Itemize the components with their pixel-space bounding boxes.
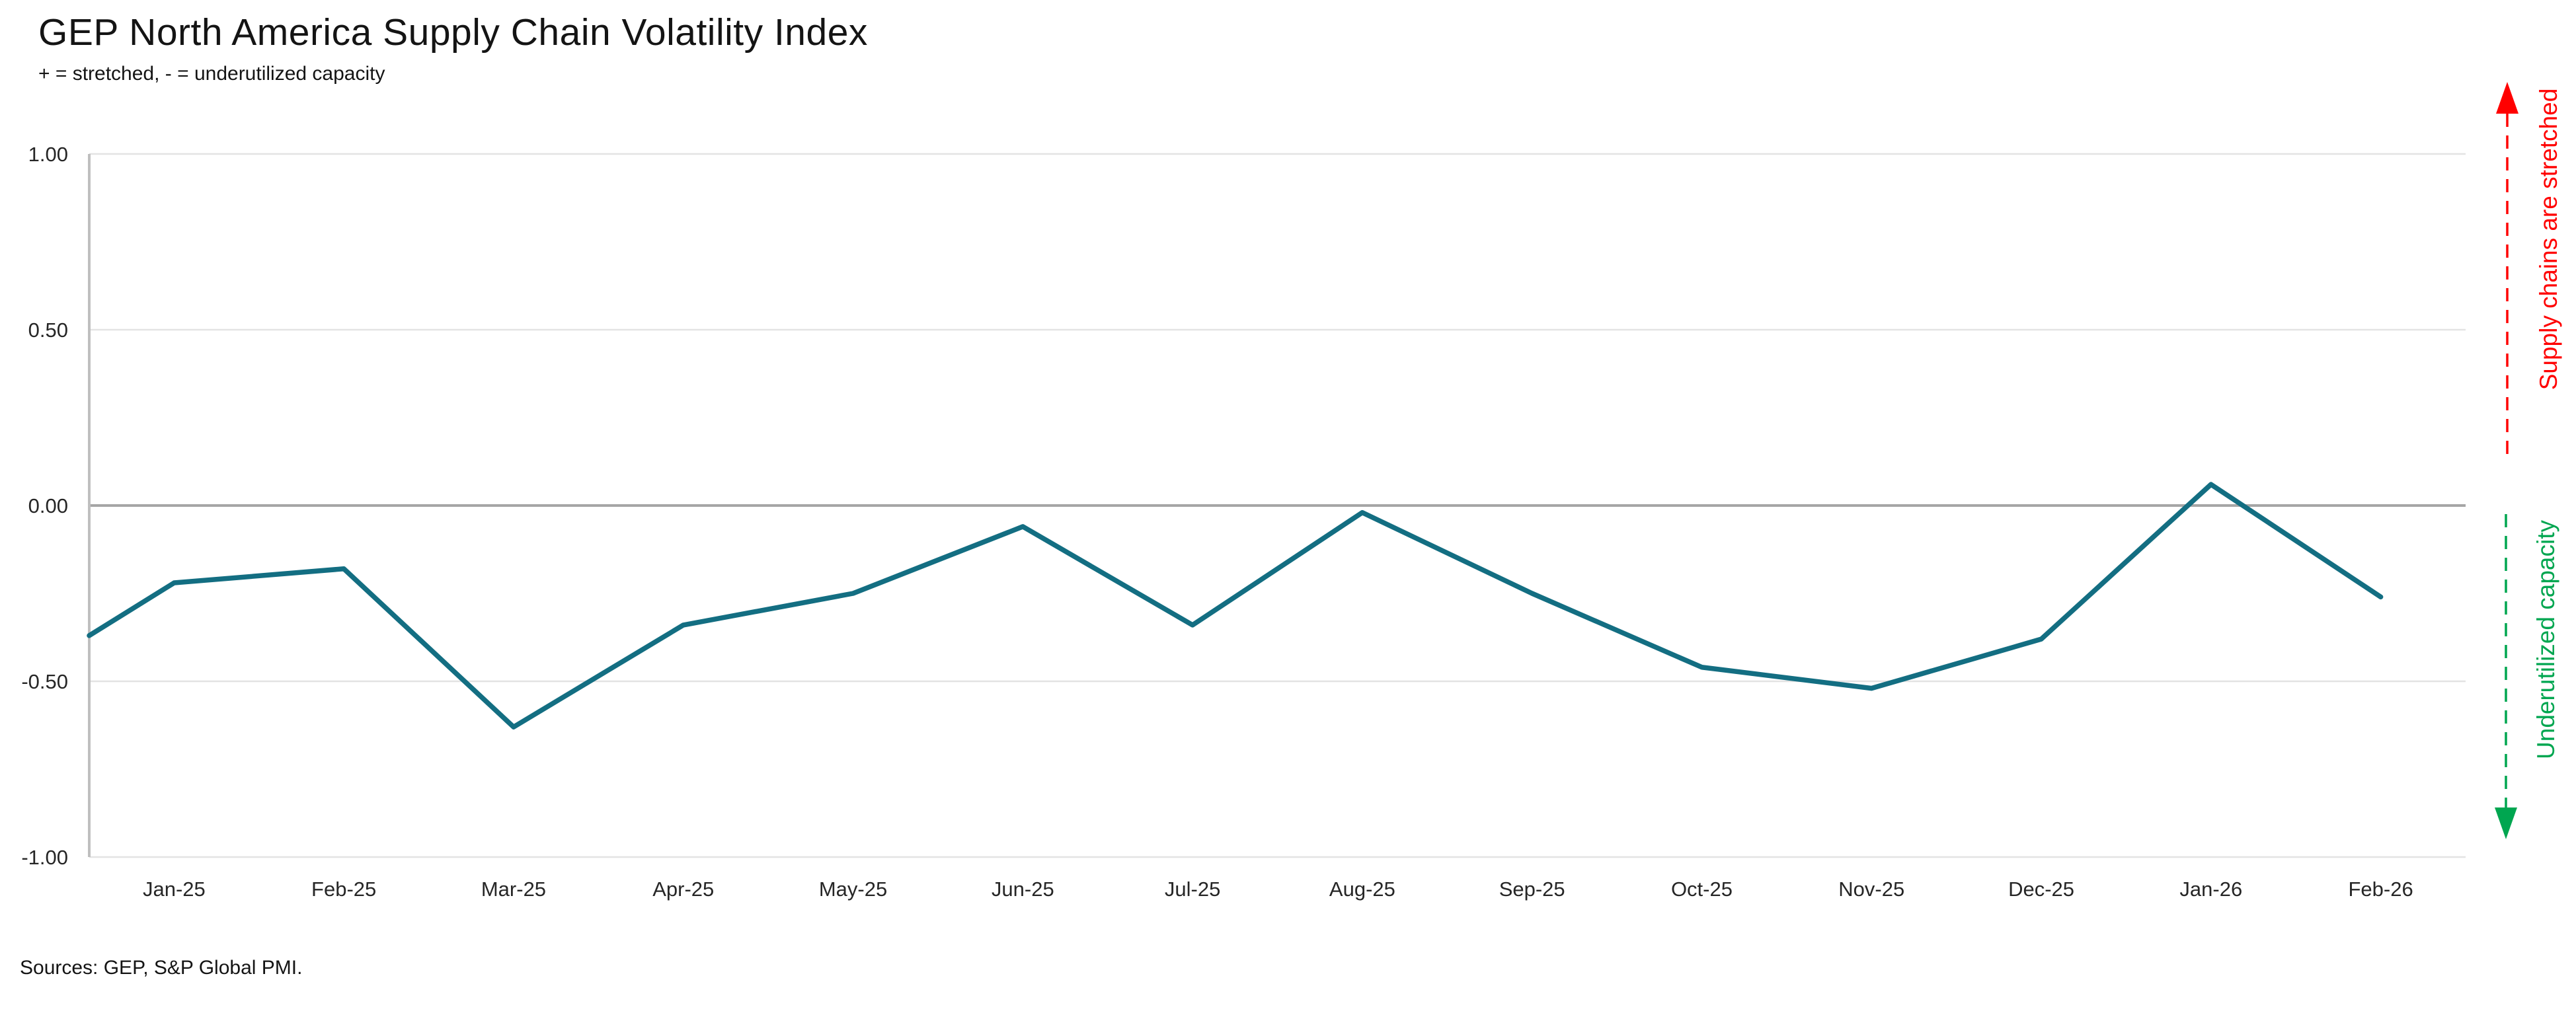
x-tick-label: Mar-25 (481, 878, 546, 901)
index-line (87, 482, 2384, 730)
x-tick-label: Feb-25 (311, 878, 376, 901)
chart-subtitle: + = stretched, - = underutilized capacit… (38, 63, 385, 85)
up-arrow-icon (2496, 82, 2518, 114)
underutilized-label: Underutilized capacity (2532, 520, 2559, 759)
page-title: GEP North America Supply Chain Volatilit… (38, 11, 868, 54)
x-tick-label: Feb-26 (2348, 878, 2413, 901)
y-tick-label: 1.00 (28, 143, 68, 166)
y-tick-label: 0.50 (28, 319, 68, 342)
x-tick-label: May-25 (819, 878, 887, 901)
y-tick-label: 0.00 (28, 494, 68, 517)
x-tick-label: Oct-25 (1671, 878, 1733, 901)
x-tick-label: Sep-25 (1499, 878, 1565, 901)
y-tick-label: -1.00 (21, 846, 68, 869)
x-tick-label: Jul-25 (1165, 878, 1220, 901)
x-tick-label: Jun-25 (992, 878, 1054, 901)
x-tick-label: Apr-25 (652, 878, 714, 901)
x-tick-label: Dec-25 (2008, 878, 2074, 901)
source-note: Sources: GEP, S&P Global PMI. (20, 957, 303, 979)
x-tick-label: Jan-26 (2179, 878, 2242, 901)
y-tick-label: -0.50 (21, 670, 68, 693)
x-tick-label: Nov-25 (1838, 878, 1904, 901)
down-arrow-icon (2495, 807, 2517, 839)
stretched-label: Supply chains are stretched (2535, 89, 2562, 391)
x-tick-label: Aug-25 (1329, 878, 1395, 901)
x-tick-label: Jan-25 (143, 878, 206, 901)
